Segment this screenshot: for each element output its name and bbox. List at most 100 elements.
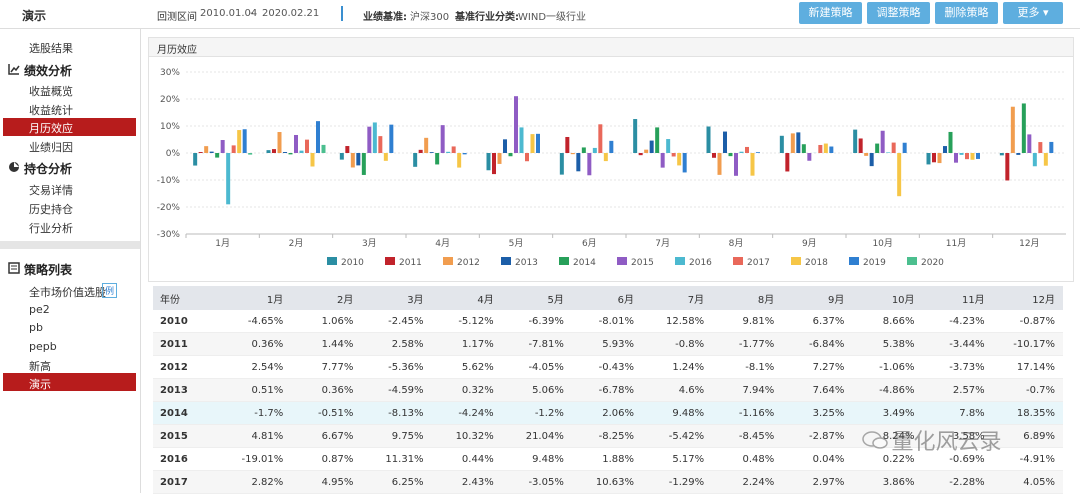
nav-item[interactable]: pb: [29, 321, 43, 334]
button[interactable]: 调整策略: [867, 2, 930, 24]
value-cell: 3.49%: [852, 402, 922, 425]
bar: [886, 152, 890, 153]
bar: [1022, 103, 1026, 153]
bar: [587, 153, 591, 175]
nav-item[interactable]: pepb: [29, 340, 57, 353]
button[interactable]: 更多 ▾: [1003, 2, 1063, 24]
nav-selected: [3, 373, 136, 391]
nav-item[interactable]: 行业分析: [29, 220, 73, 236]
bar: [457, 153, 461, 168]
bar: [441, 125, 445, 153]
bar: [807, 153, 811, 161]
bar: [897, 153, 901, 196]
value-cell: 0.04%: [782, 448, 852, 471]
bar: [1000, 153, 1004, 155]
value-cell: 0.36%: [221, 333, 291, 356]
value-cell: 1.88%: [572, 448, 642, 471]
bar: [294, 135, 298, 153]
bar: [1016, 153, 1020, 155]
value-cell: 4.81%: [221, 425, 291, 448]
icon: [8, 262, 20, 274]
bar: [818, 145, 822, 153]
bar: [351, 153, 355, 167]
bar: [509, 153, 513, 156]
bar: [373, 122, 377, 153]
table-row: 2014-1.7%-0.51%-8.13%-4.24%-1.2%2.06%9.4…: [153, 402, 1063, 425]
bar: [932, 153, 936, 162]
value-cell: -2.28%: [923, 471, 993, 494]
bar: [1005, 153, 1009, 180]
year-cell: 2014: [153, 402, 221, 425]
bar: [954, 153, 958, 163]
legend-label: 2014: [573, 258, 596, 268]
top-bar: 演示 回测区间 2010.01.04 - 2020.02.21 业绩基准: 沪深…: [0, 0, 1080, 29]
button[interactable]: 删除策略: [935, 2, 998, 24]
nav-item[interactable]: 月历效应: [29, 120, 73, 136]
bar: [452, 146, 456, 153]
bar: [655, 127, 659, 153]
x-tick-label: 5月: [509, 238, 524, 249]
nav-item[interactable]: 演示: [29, 376, 51, 392]
value-cell: 2.24%: [712, 471, 782, 494]
nav-item[interactable]: 选股结果: [29, 40, 73, 56]
year-cell: 2017: [153, 471, 221, 494]
range-label: 回测区间: [157, 8, 197, 23]
value-cell: -8.25%: [572, 425, 642, 448]
value-cell: 0.87%: [291, 448, 361, 471]
bar: [1038, 142, 1042, 153]
column-header: 4月: [432, 286, 502, 310]
value-cell: 9.48%: [642, 402, 712, 425]
bar: [881, 131, 885, 153]
nav-item[interactable]: 业绩归因: [29, 139, 73, 155]
value-cell: 17.14%: [993, 356, 1063, 379]
value-cell: 2.57%: [923, 379, 993, 402]
column-header: 9月: [782, 286, 852, 310]
x-tick-label: 8月: [729, 238, 744, 249]
value-cell: -1.29%: [642, 471, 712, 494]
bar: [723, 132, 727, 153]
value-cell: -1.16%: [712, 402, 782, 425]
nav-item[interactable]: 收益概览: [29, 83, 73, 99]
bar: [243, 129, 247, 153]
bar: [378, 136, 382, 153]
value-cell: 0.44%: [432, 448, 502, 471]
y-tick-label: 30%: [160, 68, 180, 78]
nav-item[interactable]: 全市场价值选股: [29, 284, 106, 300]
bar: [221, 140, 225, 153]
legend-label: 2011: [399, 258, 422, 268]
column-header: 12月: [993, 286, 1063, 310]
nav-item[interactable]: 新高: [29, 358, 51, 374]
bar: [340, 153, 344, 160]
bar: [289, 153, 293, 154]
value-cell: 3.25%: [782, 402, 852, 425]
bar: [215, 153, 219, 158]
nav-item[interactable]: 交易详情: [29, 182, 73, 198]
legend-label: 2010: [341, 258, 364, 268]
bar: [965, 153, 969, 159]
column-header: 7月: [642, 286, 712, 310]
value-cell: 5.93%: [572, 333, 642, 356]
nav-item[interactable]: 收益统计: [29, 102, 73, 118]
nav-item[interactable]: pe2: [29, 303, 50, 316]
tag: 例: [102, 283, 117, 298]
value-cell: 12.58%: [642, 310, 712, 333]
legend-swatch: [385, 257, 395, 265]
bar: [1027, 134, 1031, 153]
value-cell: 18.35%: [993, 402, 1063, 425]
bar: [492, 153, 496, 174]
button[interactable]: 新建策略: [799, 2, 862, 24]
bar: [677, 153, 681, 165]
bar: [226, 153, 230, 204]
bar: [463, 153, 467, 154]
bar: [938, 153, 942, 163]
x-tick-label: 12月: [1019, 238, 1039, 249]
bar: [322, 145, 326, 153]
bar: [853, 130, 857, 153]
nav-item[interactable]: 历史持仓: [29, 201, 73, 217]
bar: [362, 153, 366, 175]
value-cell: -6.84%: [782, 333, 852, 356]
bar: [785, 153, 789, 171]
